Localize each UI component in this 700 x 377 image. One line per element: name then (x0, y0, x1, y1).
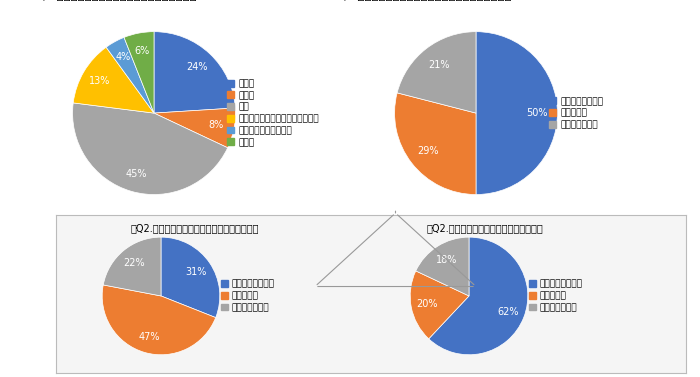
Text: （Q2.で「不安」「嫌だ」と回答した人）: （Q2.で「不安」「嫌だ」と回答した人） (426, 223, 542, 233)
Wedge shape (106, 37, 154, 113)
Wedge shape (476, 32, 557, 195)
Text: 47%: 47% (139, 332, 160, 342)
Text: 20%: 20% (416, 299, 438, 309)
Text: （Q2.で「楽しみ」「嬉しい」と回答した人）: （Q2.で「楽しみ」「嬉しい」と回答した人） (130, 223, 259, 233)
Text: Q3.復帰した今、その気持ちに変化はありましたか？: Q3.復帰した今、その気持ちに変化はありましたか？ (337, 0, 512, 2)
Legend: 思ったより楽しい, 変わらない, 思ったより辛い: 思ったより楽しい, 変わらない, 思ったより辛い (525, 276, 586, 316)
Text: 21%: 21% (428, 60, 449, 70)
Text: 18%: 18% (435, 255, 457, 265)
Wedge shape (124, 32, 154, 113)
Legend: 楽しみ, 嬉しい, 不安, 嫌だ（できれば復帰したくない）, 特別な思いはなかった, その他: 楽しみ, 嬉しい, 不安, 嫌だ（できれば復帰したくない）, 特別な思いはなかっ… (224, 76, 322, 150)
Text: 6%: 6% (134, 46, 150, 56)
Text: 22%: 22% (123, 258, 145, 268)
Text: 13%: 13% (89, 76, 110, 86)
Wedge shape (73, 103, 228, 195)
Wedge shape (397, 32, 476, 113)
Text: 45%: 45% (125, 169, 147, 179)
Text: 8%: 8% (209, 120, 224, 130)
Wedge shape (416, 237, 469, 296)
Wedge shape (102, 285, 216, 355)
Text: 50%: 50% (526, 108, 548, 118)
Wedge shape (428, 237, 528, 355)
Wedge shape (395, 93, 476, 195)
Wedge shape (410, 271, 469, 339)
Wedge shape (154, 108, 235, 148)
Text: 31%: 31% (186, 267, 206, 277)
Text: 24%: 24% (187, 62, 208, 72)
Text: 62%: 62% (498, 307, 519, 317)
Wedge shape (74, 47, 154, 113)
Wedge shape (161, 237, 220, 317)
Text: Q2.復帰前に一番強かった気持ちはどれですか？: Q2.復帰前に一番強かった気持ちはどれですか？ (36, 0, 197, 2)
Text: 29%: 29% (417, 146, 438, 156)
Legend: 思ったより楽しい, 変わらない, 思ったより辛い: 思ったより楽しい, 変わらない, 思ったより辛い (217, 276, 278, 316)
Wedge shape (103, 237, 161, 296)
Text: 4%: 4% (116, 52, 131, 63)
Legend: 思ったより楽しい, 変わらない, 思ったより辛い: 思ったより楽しい, 変わらない, 思ったより辛い (546, 93, 607, 133)
Wedge shape (154, 32, 235, 113)
